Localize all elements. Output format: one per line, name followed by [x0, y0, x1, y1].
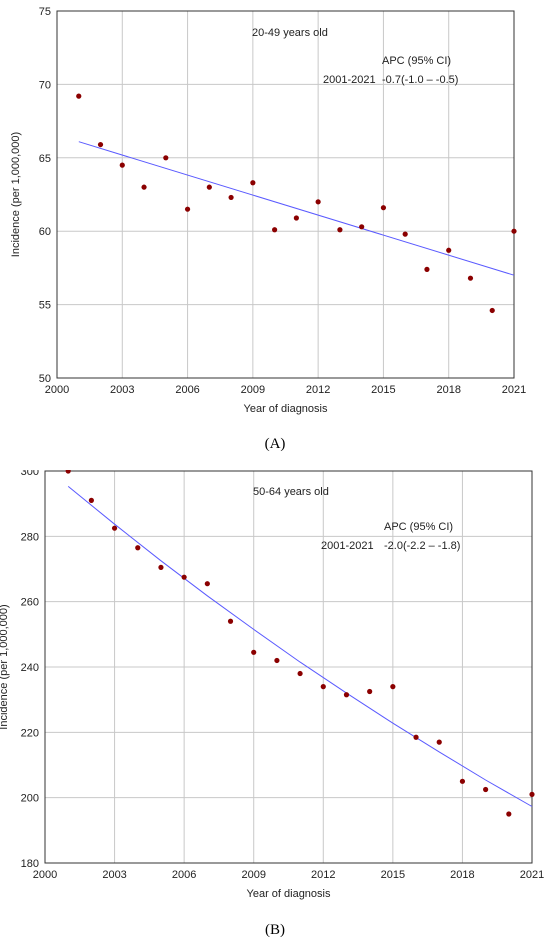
trend-line [78, 141, 515, 276]
y-tick-label: 75 [39, 6, 51, 18]
y-tick-label: 300 [21, 470, 39, 478]
data-point [459, 778, 466, 784]
data-point [206, 184, 212, 190]
y-tick-label: 180 [21, 858, 39, 870]
data-point [76, 93, 82, 99]
panel-caption-b: (B) [265, 922, 285, 938]
y-axis-title: Incidence (per 1,000,000) [0, 604, 10, 729]
y-tick-label: 60 [39, 226, 51, 238]
x-tick-label: 2003 [102, 869, 126, 881]
x-tick-label: 2009 [241, 869, 265, 881]
y-tick-label: 70 [39, 79, 51, 91]
apc-value: -0.7(-1.0 – -0.5) [382, 74, 458, 86]
data-point [467, 275, 474, 281]
x-tick-label: 2006 [172, 869, 196, 881]
data-point [163, 155, 169, 161]
data-point [228, 194, 234, 201]
x-tick-label: 2000 [45, 384, 69, 396]
x-tick-label: 2018 [436, 384, 460, 396]
data-point [489, 307, 495, 314]
chart-b: 180 200 220 240 260 280 300 2000 2003 2006 2009 201… [0, 466, 544, 900]
data-point [135, 545, 141, 551]
data-point [390, 684, 396, 690]
data-point [529, 791, 535, 797]
data-point [337, 227, 343, 233]
data-point [65, 468, 71, 474]
data-point [88, 497, 94, 503]
x-tick-label: 2000 [33, 869, 57, 881]
x-tick-label: 2009 [241, 384, 265, 396]
data-point [250, 180, 256, 186]
data-point [293, 215, 299, 221]
x-tick-label: 2021 [502, 384, 526, 396]
data-point [436, 739, 442, 745]
x-axis-title: Year of diagnosis [244, 403, 328, 415]
panel-caption-a: (A) [264, 436, 286, 452]
data-point [158, 564, 164, 570]
chart-a: 50 55 60 65 70 75 2000 2003 2006 2009 2012 2015 2018… [10, 6, 526, 415]
data-point [320, 684, 326, 690]
chart-subtitle: 20-49 years old [252, 27, 328, 39]
x-axis-title: Year of diagnosis [247, 888, 331, 900]
y-tick-label: 220 [21, 727, 39, 739]
y-tick-label: 240 [21, 662, 39, 674]
x-tick-label: 2006 [175, 384, 199, 396]
data-point [119, 162, 125, 168]
figure-panel-a: 50 55 60 65 70 75 2000 2003 2006 2009 2012 2015 2018… [0, 0, 550, 470]
data-point [506, 811, 512, 817]
y-tick-label: 65 [39, 153, 51, 165]
data-point [424, 266, 430, 272]
grid [44, 470, 533, 864]
plot-frame [56, 10, 515, 379]
data-point [184, 206, 191, 212]
plot-frame [44, 470, 533, 864]
x-tick-label: 2018 [450, 869, 474, 881]
x-tick-label: 2003 [110, 384, 134, 396]
x-tick-label: 2012 [306, 384, 330, 396]
data-point [402, 231, 408, 237]
data-point [141, 184, 147, 190]
figure-panel-b: 180 200 220 240 260 280 300 2000 2003 2006 2009 201… [0, 466, 550, 947]
data-point [297, 670, 303, 677]
x-tick-label: 2012 [311, 869, 335, 881]
apc-value: -2.0(-2.2 – -1.8) [384, 540, 460, 552]
data-point [315, 199, 321, 205]
data-point [413, 734, 419, 740]
data-point [359, 224, 365, 230]
y-tick-label: 50 [39, 373, 51, 385]
data-point [483, 786, 489, 793]
trend-line [67, 486, 533, 807]
apc-header: APC (95% CI) [382, 55, 451, 67]
data-point [111, 525, 118, 531]
data-point [272, 227, 278, 233]
y-axis-title: Incidence (per 1,000,000) [10, 132, 22, 257]
chart-subtitle: 50-64 years old [253, 486, 329, 498]
x-tick-label: 2021 [520, 869, 544, 881]
data-point [367, 688, 373, 695]
data-point [274, 657, 280, 664]
y-tick-label: 260 [21, 597, 39, 609]
apc-header: APC (95% CI) [384, 521, 453, 533]
data-point [446, 247, 452, 253]
x-tick-label: 2015 [381, 869, 405, 881]
apc-period: 2001-2021 [321, 540, 374, 552]
data-point [181, 574, 187, 580]
data-point [204, 581, 210, 587]
y-tick-label: 200 [21, 793, 39, 805]
y-tick-label: 55 [39, 300, 51, 312]
x-tick-label: 2015 [371, 384, 395, 396]
data-point [511, 228, 517, 234]
data-point [343, 692, 350, 698]
data-point [227, 618, 234, 624]
y-tick-label: 280 [21, 531, 39, 543]
data-point [251, 649, 257, 655]
apc-period: 2001-2021 [323, 74, 376, 86]
data-point [97, 141, 104, 148]
data-point [380, 205, 387, 211]
